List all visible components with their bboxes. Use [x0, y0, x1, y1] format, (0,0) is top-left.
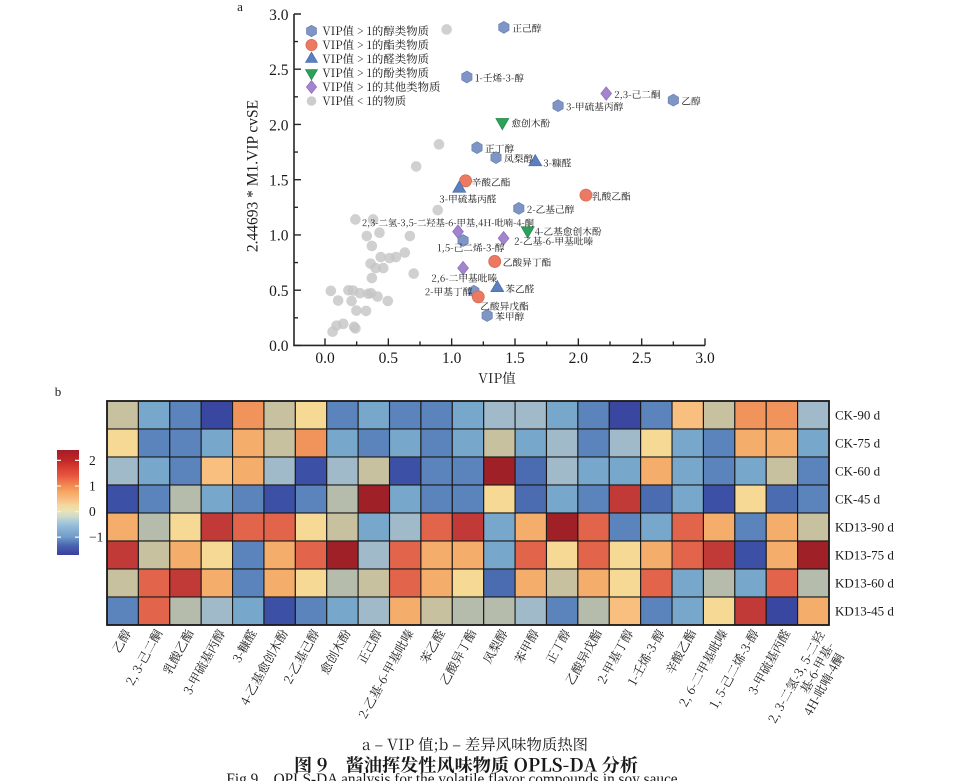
svg-text:2.44693 * M1.VIP cvSE: 2.44693 * M1.VIP cvSE: [245, 100, 262, 252]
svg-text:KD13-90 d: KD13-90 d: [835, 520, 894, 535]
svg-text:1.5: 1.5: [269, 172, 289, 189]
svg-text:0.5: 0.5: [379, 350, 399, 367]
svg-text:−1: −1: [89, 530, 103, 545]
svg-text:2.0: 2.0: [269, 117, 289, 134]
svg-text:b: b: [55, 384, 62, 399]
svg-text:1.5: 1.5: [505, 350, 525, 367]
svg-text:0: 0: [89, 504, 96, 519]
svg-text:KD13-75 d: KD13-75 d: [835, 548, 894, 563]
svg-text:1: 1: [89, 479, 96, 494]
svg-text:0.0: 0.0: [269, 338, 289, 355]
svg-text:CK-75 d: CK-75 d: [835, 436, 881, 451]
svg-text:CK-90 d: CK-90 d: [835, 408, 881, 423]
svg-text:Fig.9 OPLS-DA analysis for the: Fig.9 OPLS-DA analysis for the volatile …: [226, 771, 677, 781]
svg-text:a: a: [237, 0, 243, 14]
svg-text:2: 2: [89, 453, 96, 468]
svg-text:KD13-60 d: KD13-60 d: [835, 576, 894, 591]
svg-text:1.0: 1.0: [269, 228, 289, 245]
svg-text:0.0: 0.0: [315, 350, 335, 367]
svg-text:KD13-45 d: KD13-45 d: [835, 604, 894, 619]
svg-text:2.5: 2.5: [269, 62, 289, 79]
svg-text:2.0: 2.0: [569, 350, 589, 367]
svg-text:2.5: 2.5: [632, 350, 652, 367]
svg-text:CK-45 d: CK-45 d: [835, 492, 881, 507]
svg-text:0.5: 0.5: [269, 283, 289, 300]
svg-text:CK-60 d: CK-60 d: [835, 464, 881, 479]
svg-text:3.0: 3.0: [695, 350, 715, 367]
svg-text:1.0: 1.0: [442, 350, 462, 367]
svg-text:3.0: 3.0: [269, 7, 289, 24]
